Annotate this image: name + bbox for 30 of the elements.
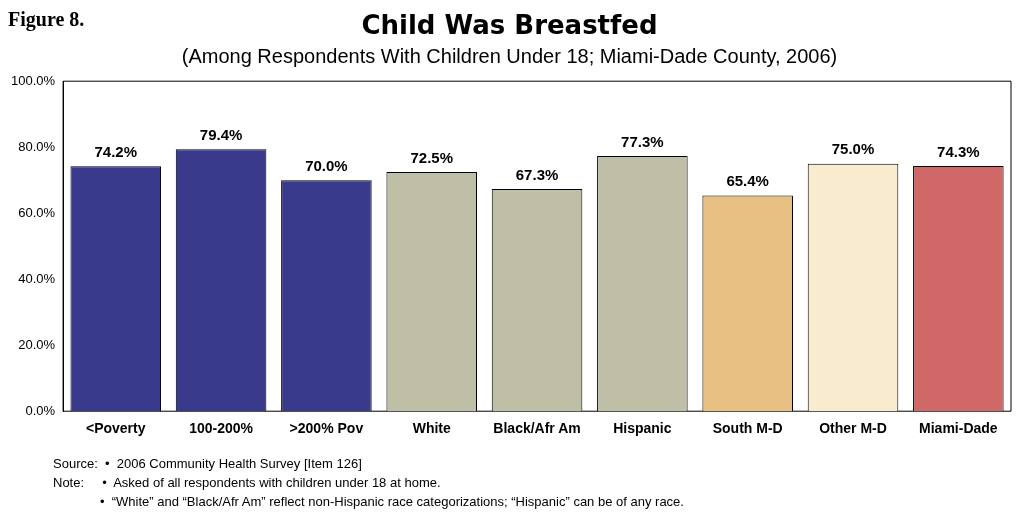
data-label: 79.4%: [199, 125, 243, 143]
chart-title: Child Was Breastfed: [361, 10, 658, 41]
x-tick-label: White: [412, 420, 451, 437]
data-label: 72.5%: [410, 148, 453, 166]
y-tick-label: 20.0%: [18, 336, 56, 352]
text: • “White” and “Black/Afr Am” reflect non-Hispanic race categorizations; “Hispanic” can be of any race.: [98, 493, 685, 511]
x-tick-label: Other M-D: [819, 420, 887, 437]
caption: Figure 8.: [8, 8, 85, 31]
x-tick-label: <Poverty: [85, 420, 146, 437]
data-label: 70.0%: [305, 156, 348, 174]
x-tick-label: South M-D: [712, 420, 783, 437]
data-label: 77.3%: [621, 132, 664, 150]
x-tick-label: Miami-Dade: [919, 420, 998, 437]
text: Note: • Asked of all respondents with children under 18 at home.: [53, 474, 442, 492]
x-tick-label: Hispanic: [613, 420, 672, 437]
source-note: Source: • 2006 Community Health Survey [Item 126]: [53, 455, 363, 473]
data-label: 74.3%: [937, 142, 980, 160]
data-label: 75.0%: [831, 140, 875, 158]
data-label: 74.2%: [94, 142, 138, 160]
x-tick-label: 100-200%: [189, 420, 254, 437]
y-tick-label: 40.0%: [18, 270, 56, 286]
y-tick-label: 100.0%: [11, 72, 56, 88]
x-tick-label: >200% Pov: [289, 420, 364, 437]
data-label: 67.3%: [515, 165, 559, 183]
y-tick-label: 80.0%: [18, 138, 56, 154]
x-tick-label: Black/Afr Am: [493, 420, 581, 437]
y-tick-label: 0.0%: [25, 402, 56, 418]
chart-subtitle: (Among Respondents With Children Under 18; Miami-Dade County, 2006): [181, 44, 838, 67]
y-tick-label: 60.0%: [18, 204, 56, 220]
data-label: 65.4%: [726, 172, 769, 190]
